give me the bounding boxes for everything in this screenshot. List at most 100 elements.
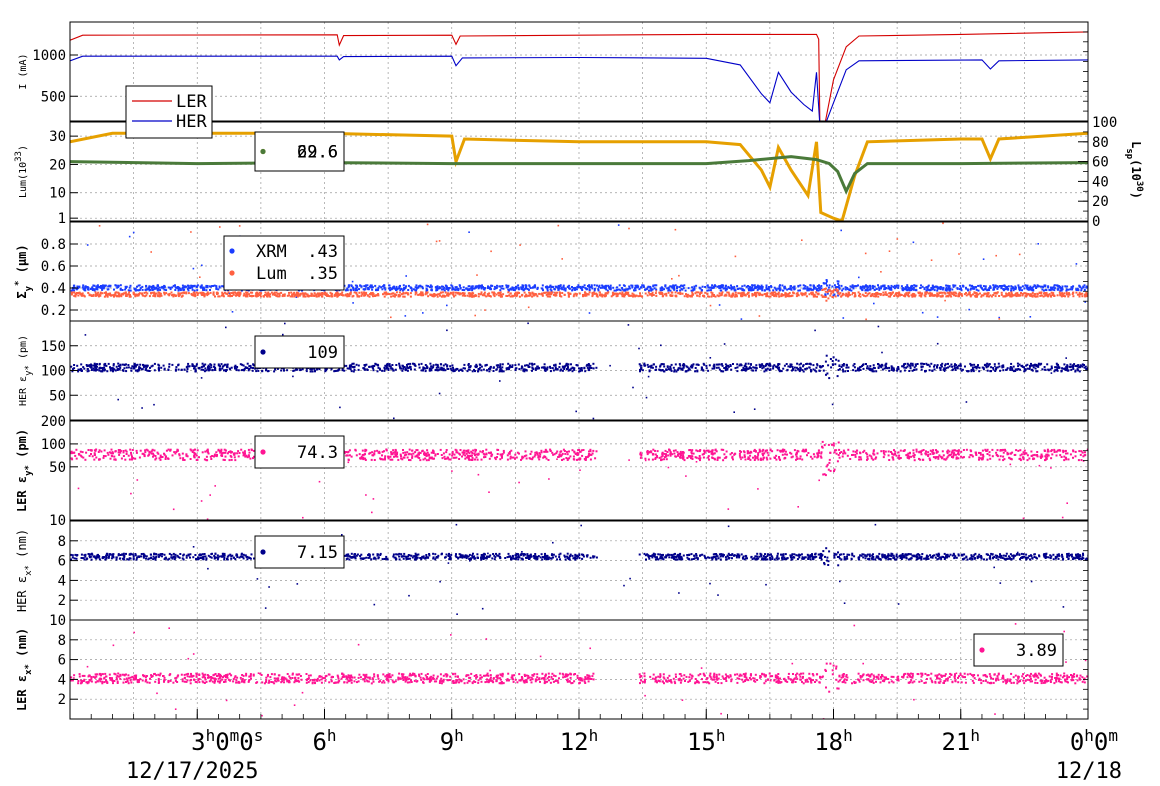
data-point <box>192 289 194 291</box>
data-point <box>802 369 804 371</box>
data-point <box>206 369 208 371</box>
data-point <box>427 285 429 287</box>
data-point <box>562 366 564 368</box>
data-point <box>250 365 252 367</box>
data-point <box>781 285 783 287</box>
data-point <box>987 370 989 372</box>
data-point <box>421 363 423 365</box>
data-point <box>417 294 419 296</box>
data-point <box>749 367 751 369</box>
data-point <box>419 367 421 369</box>
data-point <box>431 286 433 288</box>
data-point <box>255 370 257 372</box>
data-point <box>831 286 833 288</box>
data-point <box>743 289 745 291</box>
data-point-outlier <box>153 404 155 406</box>
data-point <box>778 296 780 298</box>
data-point <box>420 285 422 287</box>
data-point <box>779 370 781 372</box>
data-point <box>725 289 727 291</box>
data-point <box>524 292 526 294</box>
data-point <box>555 286 557 288</box>
data-point <box>1079 366 1081 368</box>
data-point <box>133 367 135 369</box>
data-point <box>598 289 600 291</box>
data-point <box>105 294 107 296</box>
data-point-outlier <box>446 305 448 307</box>
data-point <box>732 363 734 365</box>
data-point <box>586 365 588 367</box>
data-point <box>483 369 485 371</box>
data-point <box>257 370 259 372</box>
data-point <box>748 363 750 365</box>
data-point <box>335 293 337 295</box>
data-point <box>904 293 906 295</box>
data-point <box>462 370 464 372</box>
data-point-outlier <box>724 343 726 345</box>
data-point <box>499 289 501 291</box>
data-point <box>377 370 379 372</box>
data-point <box>110 370 112 372</box>
data-point <box>321 293 323 295</box>
data-point <box>873 370 875 372</box>
data-point <box>987 289 989 291</box>
data-point <box>591 295 593 297</box>
data-point-outlier <box>968 309 970 311</box>
data-point-outlier <box>150 251 152 253</box>
data-point <box>474 295 476 297</box>
data-point <box>481 287 483 289</box>
data-point <box>992 284 994 286</box>
data-point <box>931 370 933 372</box>
data-point <box>400 288 402 290</box>
data-point <box>568 451 570 453</box>
data-point <box>995 452 997 454</box>
data-point <box>384 368 386 370</box>
data-point <box>394 288 396 290</box>
data-point <box>828 287 830 289</box>
data-point <box>119 369 121 371</box>
data-point <box>229 368 231 370</box>
data-point <box>853 287 855 289</box>
data-point <box>766 288 768 290</box>
data-point <box>807 288 809 290</box>
data-point <box>940 288 942 290</box>
data-point <box>460 369 462 371</box>
data-point <box>989 285 991 287</box>
data-point <box>374 363 376 365</box>
data-point <box>203 364 205 366</box>
data-point-outlier <box>129 236 131 238</box>
data-point <box>279 295 281 297</box>
data-point <box>652 367 654 369</box>
data-point <box>1054 295 1056 297</box>
data-point <box>579 293 581 295</box>
data-point <box>676 287 678 289</box>
data-point <box>920 296 922 298</box>
data-point <box>863 368 865 370</box>
data-point <box>800 455 802 457</box>
data-point <box>834 363 836 365</box>
data-point <box>1006 288 1008 290</box>
data-point <box>475 285 477 287</box>
data-point <box>207 292 209 294</box>
data-point <box>623 294 625 296</box>
data-point <box>644 289 646 291</box>
data-point <box>331 293 333 295</box>
data-point <box>994 363 996 365</box>
data-point <box>589 289 591 291</box>
data-point <box>989 370 991 372</box>
data-point <box>1068 369 1070 371</box>
data-point <box>1075 292 1077 294</box>
data-point <box>782 368 784 370</box>
data-point <box>382 293 384 295</box>
data-point <box>832 291 834 293</box>
data-point <box>541 288 543 290</box>
data-point <box>1070 453 1072 455</box>
data-point <box>414 364 416 366</box>
data-point <box>884 285 886 287</box>
data-point <box>796 367 798 369</box>
data-point-outlier <box>655 290 657 292</box>
data-point <box>1053 289 1055 291</box>
data-point <box>702 369 704 371</box>
data-point <box>502 293 504 295</box>
data-point <box>518 292 520 294</box>
